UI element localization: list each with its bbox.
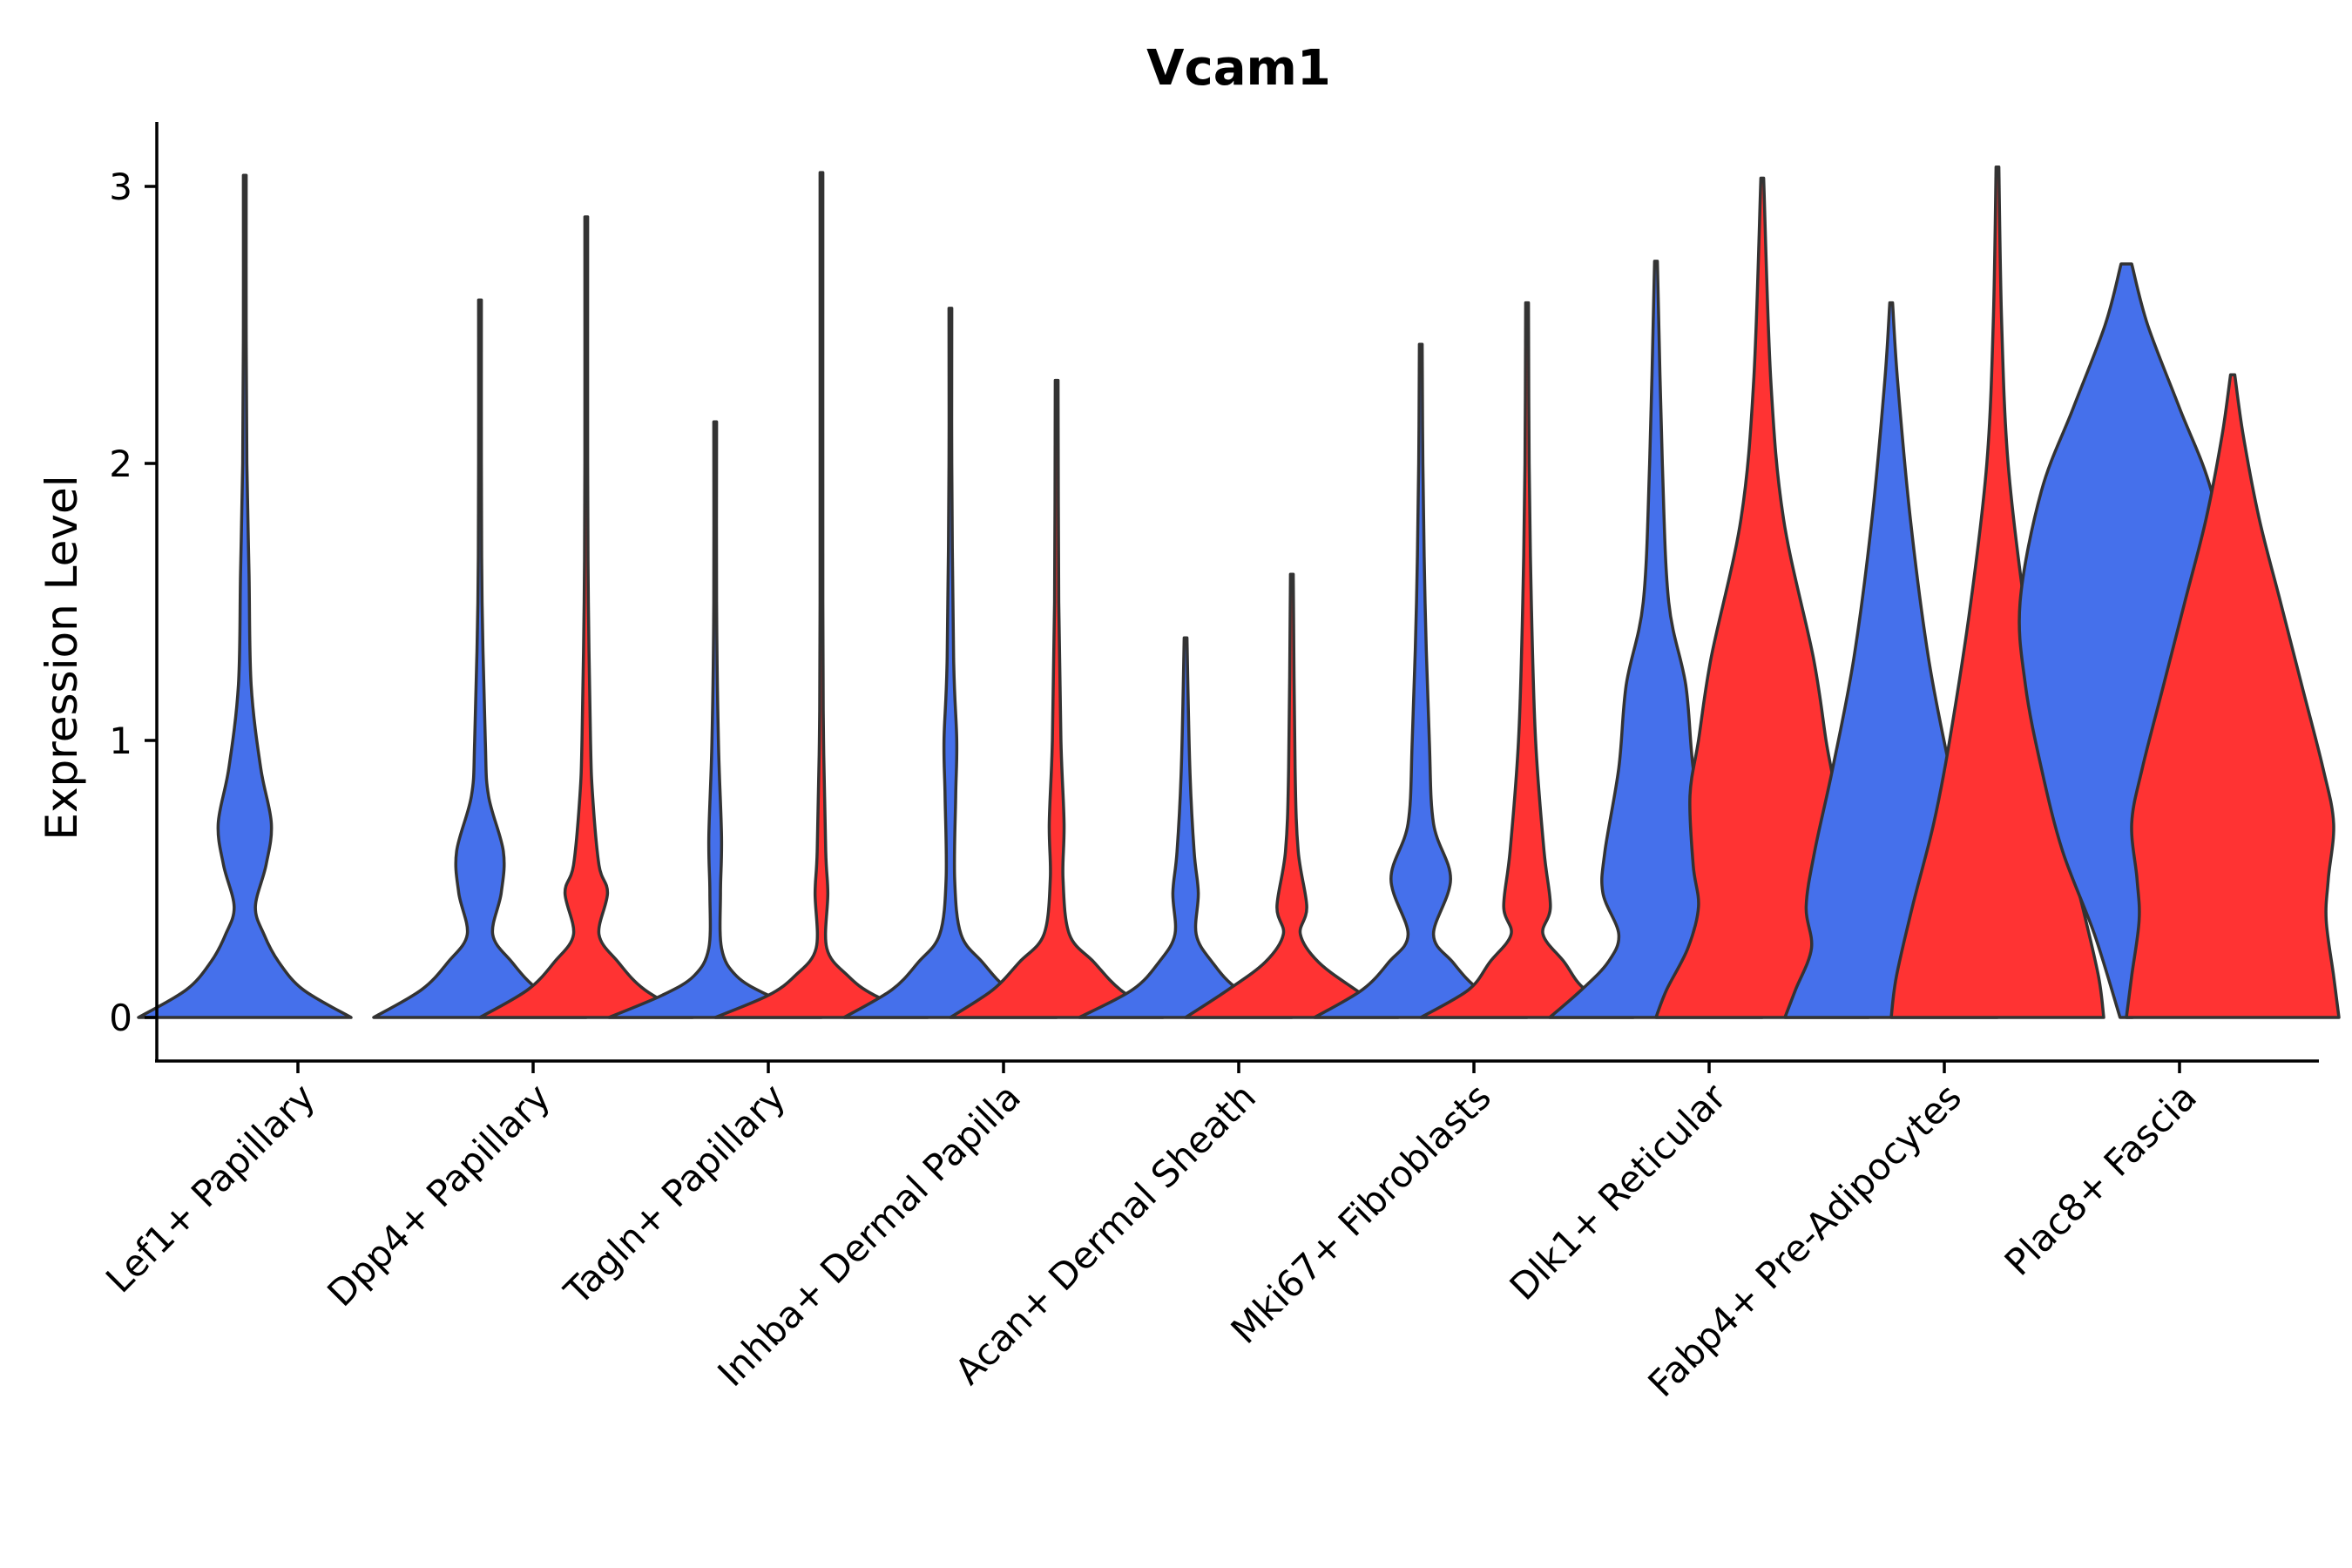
y-tick-label: 2 — [109, 443, 132, 485]
x-tick-label-dlk1-reticular: Dlk1+ Reticular — [1502, 1075, 1735, 1308]
y-axis-label: Expression Level — [37, 475, 87, 840]
violin-plac8-fascia-right — [2125, 373, 2341, 1019]
x-tick-label-dpp4-papillary: Dpp4+ Papillary — [319, 1075, 558, 1315]
chart-title: Vcam1 — [1146, 40, 1331, 97]
y-tick-label: 0 — [109, 997, 132, 1039]
violin-mki67-fibroblasts-left — [1313, 342, 1529, 1019]
y-tick-label: 3 — [109, 166, 132, 208]
x-tick-label-plac8-fascia: Plac8+ Fascia — [1997, 1075, 2205, 1283]
y-tick-label: 1 — [109, 720, 132, 762]
x-tick-label-mki67-fibroblasts: Mki67+ Fibroblasts — [1223, 1075, 1499, 1351]
violin-acan-dermal-sheath-right — [1184, 572, 1400, 1019]
violin-dpp4-papillary-right — [478, 215, 694, 1019]
violin-inhba-dermal-papilla-left — [842, 307, 1058, 1019]
y-ticks: 0 1 2 3 — [109, 166, 157, 1039]
violin-layer — [137, 165, 2341, 1019]
x-tick-label-lef1-papillary: Lef1+ Papillary — [98, 1075, 323, 1301]
violin-tagln-papillary-left — [607, 420, 823, 1019]
x-tick-label-tagln-papillary: Tagln+ Papillary — [556, 1075, 794, 1313]
violin-mki67-fibroblasts-right — [1419, 301, 1635, 1019]
violin-lef1-papillary-left — [137, 173, 353, 1019]
violin-inhba-dermal-papilla-right — [949, 378, 1165, 1019]
violin-dpp4-papillary-left — [372, 298, 588, 1019]
violin-tagln-papillary-right — [713, 171, 929, 1019]
violin-acan-dermal-sheath-left — [1078, 636, 1294, 1019]
